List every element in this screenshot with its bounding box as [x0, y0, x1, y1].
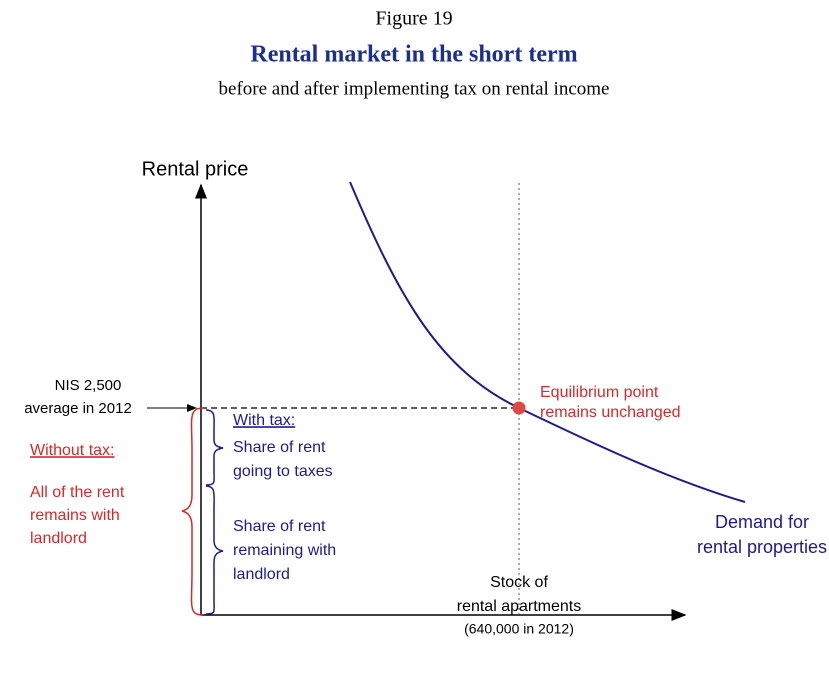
figure-label: Figure 19: [375, 8, 452, 30]
subtitle: before and after implementing tax on ren…: [219, 78, 610, 99]
without-tax-brace: [181, 407, 204, 616]
without-tax-text: remains with: [30, 507, 120, 524]
with-tax-heading: With tax:: [233, 412, 295, 429]
x-axis-label: Stock of: [490, 574, 548, 591]
equilibrium-label: remains unchanged: [540, 404, 681, 421]
equilibrium-label: Equilibrium point: [540, 384, 659, 401]
y-axis-label: Rental price: [142, 158, 249, 180]
price-label: NIS 2,500: [55, 377, 122, 394]
without-tax-heading: Without tax:: [30, 442, 114, 459]
demand-curve: [349, 181, 746, 503]
taxes-text: Share of rent: [233, 439, 326, 456]
landlord-brace: [205, 485, 224, 615]
price-label: average in 2012: [24, 400, 132, 417]
x-axis-label: (640,000 in 2012): [464, 621, 574, 637]
without-tax-text: All of the rent: [30, 484, 125, 501]
landlord-text: Share of rent: [233, 518, 326, 535]
taxes-brace: [205, 409, 224, 486]
demand-label: rental properties: [697, 537, 827, 557]
equilibrium-point: [512, 401, 526, 415]
taxes-text: going to taxes: [233, 463, 333, 480]
title: Rental market in the short term: [250, 42, 577, 68]
without-tax-text: landlord: [30, 530, 87, 547]
x-axis-label: rental apartments: [457, 598, 582, 615]
landlord-text: remaining with: [233, 542, 336, 559]
demand-label: Demand for: [715, 512, 809, 532]
landlord-text: landlord: [233, 566, 290, 583]
